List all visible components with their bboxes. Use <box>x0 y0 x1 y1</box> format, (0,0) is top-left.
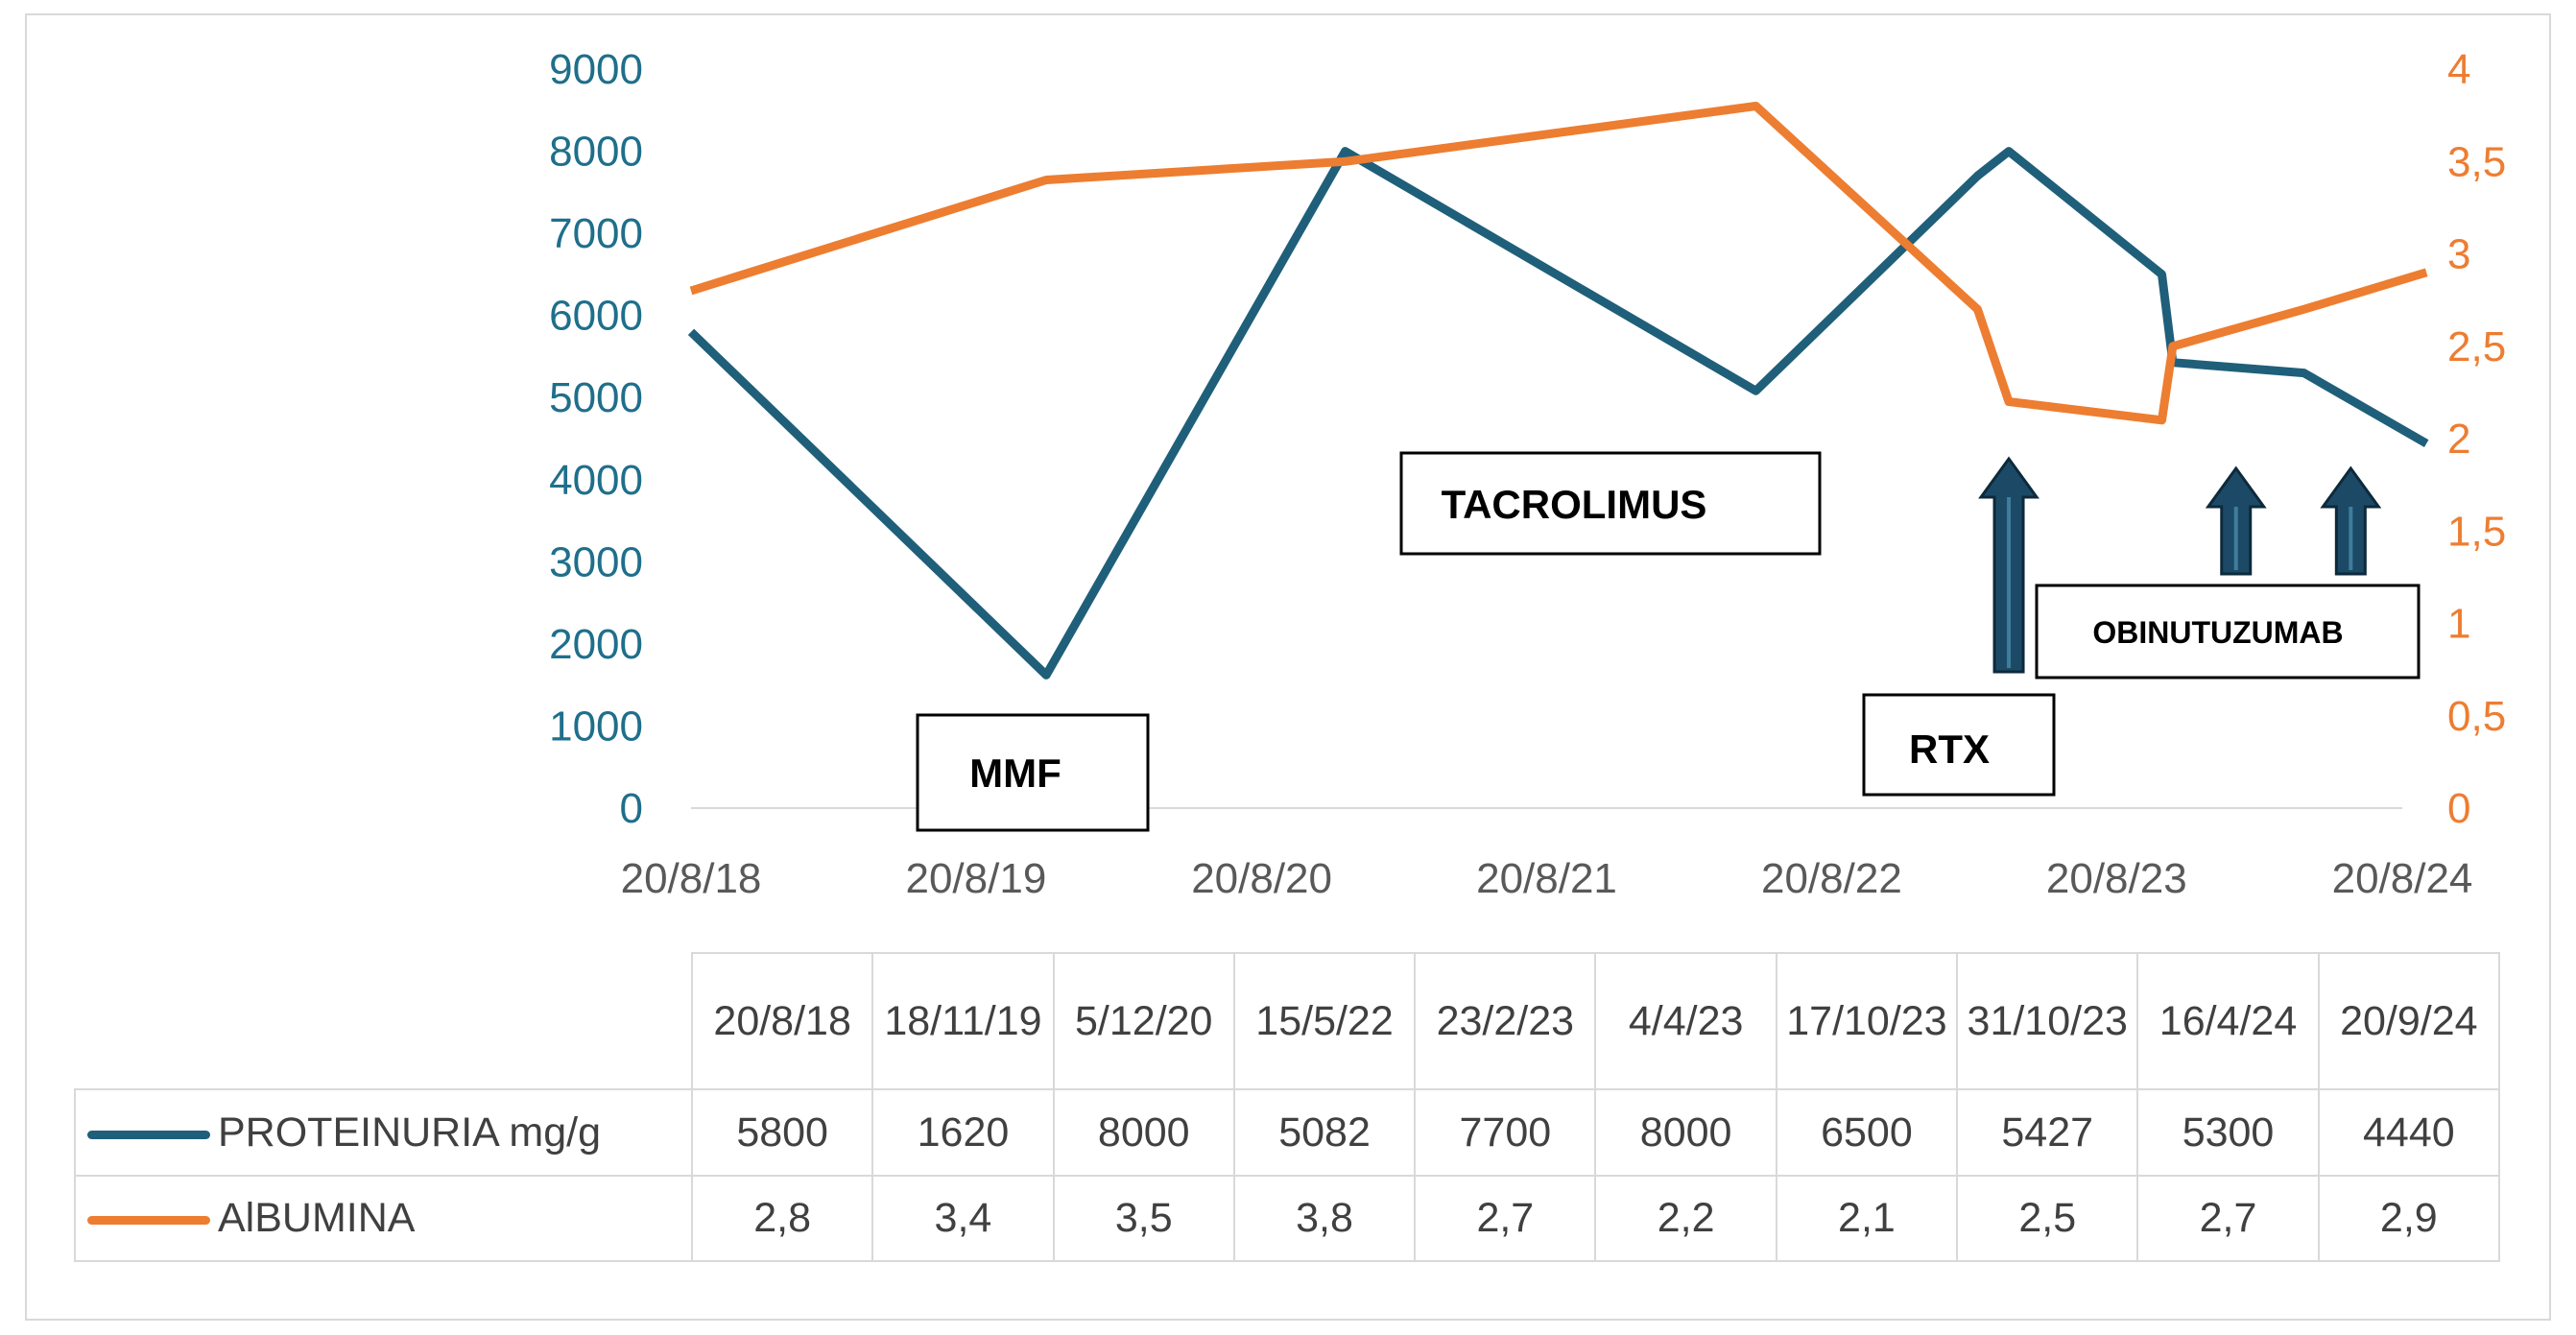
table-cell: 7700 <box>1414 1088 1597 1177</box>
right-tick-label: 0,5 <box>2447 693 2506 740</box>
table-cell: 3,8 <box>1232 1175 1417 1262</box>
table-cell: 3,4 <box>871 1175 1055 1262</box>
table-row-label: AlBUMINA <box>74 1175 693 1262</box>
right-tick-label: 3 <box>2447 231 2470 278</box>
table-header-row: 20/8/18 18/11/19 5/12/20 15/5/22 23/2/23 4/4/… <box>75 952 2500 1090</box>
annotation-label: TACROLIMUS <box>1442 482 1707 527</box>
table-row-albumina: AlBUMINA 2,8 3,4 3,5 3,8 2,7 2,2 2,1 2,5 2,7 2,9 <box>74 1175 2500 1262</box>
table-date-header: 4/4/23 <box>1594 952 1777 1090</box>
left-tick-label: 3000 <box>549 538 643 585</box>
data-table: 20/8/18 18/11/19 5/12/20 15/5/22 23/2/23 4/4/… <box>74 952 2500 1262</box>
left-tick-label: 2000 <box>549 621 643 668</box>
table-cell: 8000 <box>1594 1088 1777 1177</box>
left-tick-label: 5000 <box>549 374 643 421</box>
table-date-header: 20/9/24 <box>2317 952 2500 1090</box>
left-tick-label: 0 <box>620 785 643 832</box>
left-axis-ticks: 0 1000 2000 3000 4000 5000 6000 7000 8000 9000 <box>549 46 643 832</box>
table-cell: 2,5 <box>1956 1175 2139 1262</box>
x-tick-label: 20/8/19 <box>905 855 1046 902</box>
right-tick-label: 3,5 <box>2447 138 2506 185</box>
table-cell: 2,9 <box>2317 1175 2500 1262</box>
annotations: MMF TACROLIMUS RTX OBINUTUZUMAB <box>916 451 2421 832</box>
x-axis-ticks: 20/8/18 20/8/19 20/8/20 20/8/21 20/8/22 20/8/… <box>621 855 2473 902</box>
legend-key <box>87 1216 210 1226</box>
x-tick-label: 20/8/18 <box>621 855 762 902</box>
legend-label: AlBUMINA <box>218 1195 416 1241</box>
x-tick-label: 20/8/20 <box>1191 855 1332 902</box>
table-row-proteinuria: PROTEINURIA mg/g 5800 1620 8000 5082 7700 8000… <box>74 1088 2500 1177</box>
table-cell: 5082 <box>1232 1088 1417 1177</box>
series-line-albumina <box>689 102 2428 425</box>
table-date-header: 20/8/18 <box>690 952 874 1090</box>
annotation-obinutuzumab: OBINUTUZUMAB <box>2035 584 2421 679</box>
table-corner <box>75 953 692 1089</box>
chart-frame <box>25 13 2551 1321</box>
x-tick-label: 20/8/23 <box>2046 855 2187 902</box>
table-cell: 3,5 <box>1052 1175 1235 1262</box>
table-cell: 4440 <box>2317 1088 2500 1177</box>
table-cell: 1620 <box>871 1088 1055 1177</box>
table-date-header: 18/11/19 <box>871 952 1055 1090</box>
left-tick-label: 8000 <box>549 129 643 176</box>
annotation-label: RTX <box>1909 727 1990 772</box>
table-cell: 6500 <box>1775 1088 1959 1177</box>
right-axis-ticks: 0 0,5 1 1,5 2 2,5 3 3,5 4 <box>2447 46 2506 832</box>
left-tick-label: 7000 <box>549 210 643 257</box>
annotation-label: OBINUTUZUMAB <box>2092 615 2343 650</box>
annotation-box <box>1862 693 2056 797</box>
right-tick-label: 0 <box>2447 785 2470 832</box>
left-tick-label: 4000 <box>549 457 643 504</box>
table-cell: 2,1 <box>1775 1175 1959 1262</box>
table-date-header: 23/2/23 <box>1414 952 1597 1090</box>
annotation-rtx: RTX <box>1862 693 2056 797</box>
table-cell: 5300 <box>2136 1088 2320 1177</box>
table-cell: 5800 <box>690 1088 874 1177</box>
right-tick-label: 4 <box>2447 46 2470 93</box>
annotation-tacrolimus: TACROLIMUS <box>1399 451 1822 556</box>
table-cell: 5427 <box>1956 1088 2139 1177</box>
x-tick-label: 20/8/22 <box>1761 855 1902 902</box>
table-date-header: 31/10/23 <box>1956 952 2139 1090</box>
annotation-box <box>1399 451 1822 556</box>
annotation-label: MMF <box>969 751 1061 796</box>
series-line-proteinuria <box>687 147 2429 679</box>
table-date-header: 5/12/20 <box>1052 952 1235 1090</box>
right-tick-label: 2 <box>2447 416 2470 463</box>
left-tick-label: 1000 <box>549 703 643 750</box>
table-cell: 2,7 <box>1414 1175 1597 1262</box>
legend-label: PROTEINURIA mg/g <box>218 1109 602 1156</box>
right-tick-label: 2,5 <box>2447 323 2506 370</box>
table-cell: 8000 <box>1052 1088 1235 1177</box>
annotation-mmf: MMF <box>916 713 1150 832</box>
annotation-box <box>2035 584 2421 679</box>
legend-key <box>87 1130 210 1139</box>
left-tick-label: 6000 <box>549 293 643 340</box>
table-cell: 2,8 <box>690 1175 874 1262</box>
annotation-box <box>916 713 1150 832</box>
table-row-label: PROTEINURIA mg/g <box>74 1088 693 1177</box>
table-date-header: 16/4/24 <box>2136 952 2320 1090</box>
left-tick-label: 9000 <box>549 46 643 93</box>
right-tick-label: 1,5 <box>2447 508 2506 555</box>
table-date-header: 15/5/22 <box>1232 952 1417 1090</box>
table-date-header: 17/10/23 <box>1775 952 1959 1090</box>
series-lines <box>687 102 2429 679</box>
table-cell: 2,7 <box>2136 1175 2320 1262</box>
x-tick-label: 20/8/24 <box>2332 855 2473 902</box>
x-tick-label: 20/8/21 <box>1476 855 1617 902</box>
table-cell: 2,2 <box>1594 1175 1777 1262</box>
right-tick-label: 1 <box>2447 601 2470 648</box>
